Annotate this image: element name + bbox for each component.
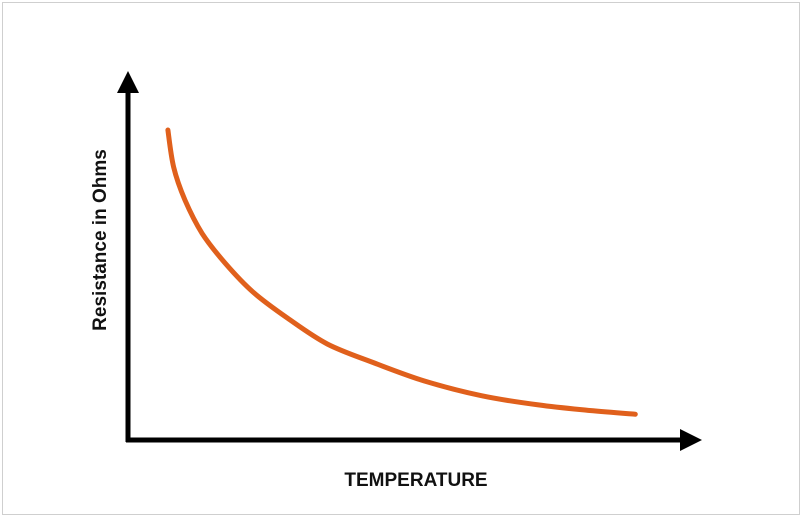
y-axis-label: Resistance in Ohms: [90, 149, 111, 331]
x-axis-label: TEMPERATURE: [344, 470, 487, 491]
chart-axes: [117, 71, 702, 451]
x-axis-arrowhead: [680, 429, 702, 451]
series-line-resistance: [165, 127, 638, 417]
y-axis-arrowhead: [117, 71, 139, 93]
